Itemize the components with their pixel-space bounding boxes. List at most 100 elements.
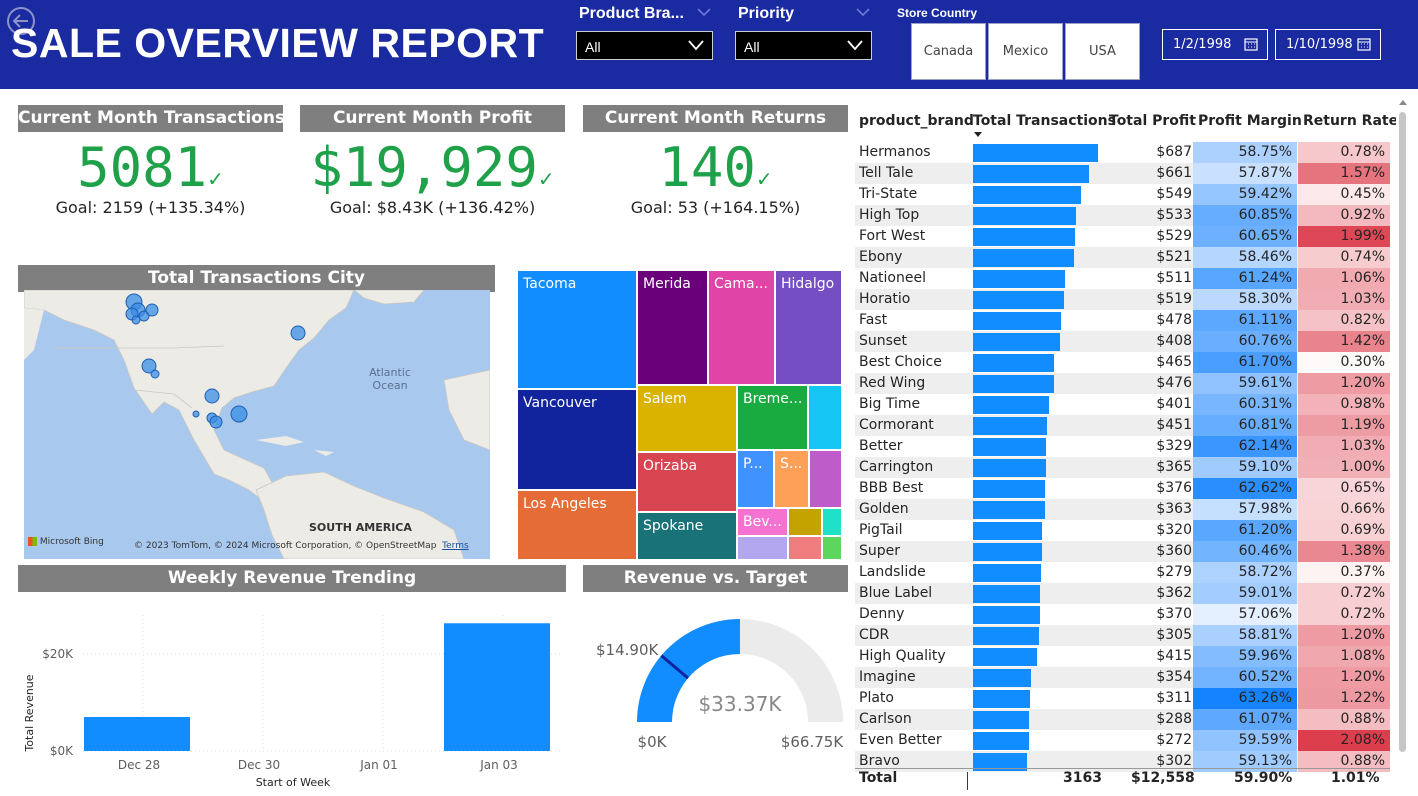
table-row[interactable]: Imagine $354 60.52% 1.20% <box>855 667 1390 688</box>
table-row[interactable]: Big Time $401 60.31% 0.98% <box>855 394 1390 415</box>
end-date-input[interactable]: 1/10/1998 <box>1275 29 1381 60</box>
table-row[interactable]: Tri-State $549 59.42% 0.45% <box>855 184 1390 205</box>
table-row[interactable]: Even Better $272 59.59% 2.08% <box>855 730 1390 751</box>
col-header-return-rate[interactable]: Return Rate <box>1303 113 1396 129</box>
revenue-bar[interactable] <box>444 623 550 751</box>
treemap-tile-los-angeles[interactable]: Los Angeles <box>517 490 637 560</box>
transactions-databar <box>973 732 1029 750</box>
treemap-tile-small[interactable] <box>808 385 842 450</box>
scrollbar-thumb[interactable] <box>1399 112 1406 752</box>
transactions-city-map[interactable]: Atlantic Ocean SOUTH AMERICA Microsoft B… <box>24 290 490 559</box>
table-row[interactable]: Blue Label $362 59.01% 0.72% <box>855 583 1390 604</box>
table-row[interactable]: Bravo $302 59.13% 0.88% <box>855 751 1390 772</box>
map-bubble[interactable] <box>138 310 150 322</box>
check-icon: ✓ <box>207 167 224 191</box>
map-bubble[interactable] <box>290 325 306 341</box>
map-bubble[interactable] <box>141 358 157 374</box>
revenue-bar[interactable] <box>84 717 190 751</box>
cell-brand: Red Wing <box>859 375 926 391</box>
table-row[interactable]: Ebony $521 58.46% 0.74% <box>855 247 1390 268</box>
treemap-tile-small[interactable] <box>737 536 788 560</box>
table-scrollbar[interactable] <box>1398 100 1408 794</box>
treemap-tile-hidalgo[interactable]: Hidalgo <box>775 270 842 385</box>
treemap-tile-small[interactable] <box>809 450 842 508</box>
treemap-tile-small[interactable] <box>788 536 822 560</box>
treemap-tile-small[interactable] <box>822 536 842 560</box>
treemap-label: Bev... <box>743 514 782 530</box>
table-row[interactable]: High Top $533 60.85% 0.92% <box>855 205 1390 226</box>
priority-slicer-chevron-icon[interactable] <box>856 8 870 17</box>
map-terms-link[interactable]: Terms <box>442 541 469 551</box>
table-row[interactable]: Fort West $529 60.65% 1.99% <box>855 226 1390 247</box>
cell-margin: 62.14% <box>1193 436 1297 457</box>
scroll-up-icon[interactable] <box>1399 100 1407 106</box>
cell-profit: $529 <box>1156 228 1192 244</box>
treemap-tile-orizaba[interactable]: Orizaba <box>637 452 737 512</box>
map-bubble[interactable] <box>230 405 248 423</box>
transactions-databar <box>973 501 1045 519</box>
start-date-input[interactable]: 1/2/1998 <box>1162 29 1268 60</box>
table-row[interactable]: High Quality $415 59.96% 1.08% <box>855 646 1390 667</box>
table-row[interactable]: Cormorant $451 60.81% 1.19% <box>855 415 1390 436</box>
col-header-margin[interactable]: Profit Margin <box>1198 113 1302 129</box>
table-row[interactable]: Tell Tale $661 57.87% 1.57% <box>855 163 1390 184</box>
table-row[interactable]: Red Wing $476 59.61% 1.20% <box>855 373 1390 394</box>
col-header-transactions[interactable]: Total Transactions <box>973 113 1116 129</box>
cell-return-rate: 1.20% <box>1298 373 1390 394</box>
map-bubble[interactable] <box>131 315 141 325</box>
treemap-tile-small[interactable] <box>788 508 822 536</box>
table-row[interactable]: CDR $305 58.81% 1.20% <box>855 625 1390 646</box>
treemap-tile-bremerton[interactable]: Breme... <box>737 385 808 450</box>
table-row[interactable]: Carlson $288 61.07% 0.88% <box>855 709 1390 730</box>
cell-margin: 57.87% <box>1193 163 1297 184</box>
treemap-label: P... <box>743 456 763 472</box>
table-row[interactable]: Super $360 60.46% 1.38% <box>855 541 1390 562</box>
cell-margin: 60.65% <box>1193 226 1297 247</box>
cell-return-rate: 0.98% <box>1298 394 1390 415</box>
cell-brand: Big Time <box>859 396 921 412</box>
map-bubble[interactable] <box>204 388 220 404</box>
map-bubble[interactable] <box>209 415 223 429</box>
treemap-tile-small[interactable] <box>822 508 842 536</box>
treemap-tile-s[interactable]: S... <box>774 450 809 508</box>
map-bubble[interactable] <box>192 410 200 418</box>
table-row[interactable]: Landslide $279 58.72% 0.37% <box>855 562 1390 583</box>
product-brand-dropdown[interactable]: All <box>576 31 713 60</box>
country-button-mexico[interactable]: Mexico <box>988 23 1063 80</box>
table-row[interactable]: BBB Best $376 62.62% 0.65% <box>855 478 1390 499</box>
treemap-tile-beverly[interactable]: Bev... <box>737 508 788 536</box>
col-header-brand[interactable]: product_brand <box>859 113 974 129</box>
treemap-tile-spokane[interactable]: Spokane <box>637 512 737 560</box>
col-header-profit[interactable]: Total Profit <box>1109 113 1196 129</box>
country-button-usa[interactable]: USA <box>1065 23 1140 80</box>
calendar-icon[interactable] <box>1357 37 1371 51</box>
map-bubble[interactable] <box>145 303 159 317</box>
table-row[interactable]: Fast $478 61.11% 0.82% <box>855 310 1390 331</box>
map-bubble[interactable] <box>150 369 160 379</box>
treemap-tile-camacho[interactable]: Cama... <box>708 270 775 385</box>
table-row[interactable]: Hermanos $687 58.75% 0.78% <box>855 142 1390 163</box>
table-row[interactable]: PigTail $320 61.20% 0.69% <box>855 520 1390 541</box>
table-row[interactable]: Denny $370 57.06% 0.72% <box>855 604 1390 625</box>
table-row[interactable]: Carrington $365 59.10% 1.00% <box>855 457 1390 478</box>
table-row[interactable]: Sunset $408 60.76% 1.42% <box>855 331 1390 352</box>
table-row[interactable]: Plato $311 63.26% 1.22% <box>855 688 1390 709</box>
table-row[interactable]: Best Choice $465 61.70% 0.30% <box>855 352 1390 373</box>
table-row[interactable]: Golden $363 57.98% 0.66% <box>855 499 1390 520</box>
treemap-tile-tacoma[interactable]: Tacoma <box>517 270 637 389</box>
priority-dropdown[interactable]: All <box>735 31 872 60</box>
table-row[interactable]: Horatio $519 58.30% 1.03% <box>855 289 1390 310</box>
country-button-canada[interactable]: Canada <box>911 23 986 80</box>
back-arrow-icon[interactable] <box>6 6 36 36</box>
treemap-tile-salem[interactable]: Salem <box>637 385 737 452</box>
treemap-tile-vancouver[interactable]: Vancouver <box>517 389 637 490</box>
product-brand-slicer-chevron-icon[interactable] <box>697 8 711 17</box>
cell-margin-value: 61.11% <box>1238 312 1292 328</box>
treemap-tile-merida[interactable]: Merida <box>637 270 708 385</box>
table-row[interactable]: Better $329 62.14% 1.03% <box>855 436 1390 457</box>
treemap-tile-p[interactable]: P... <box>737 450 774 508</box>
calendar-icon[interactable] <box>1244 37 1258 51</box>
cell-margin: 61.11% <box>1193 310 1297 331</box>
cell-profit: $687 <box>1156 144 1192 160</box>
table-row[interactable]: Nationeel $511 61.24% 1.06% <box>855 268 1390 289</box>
